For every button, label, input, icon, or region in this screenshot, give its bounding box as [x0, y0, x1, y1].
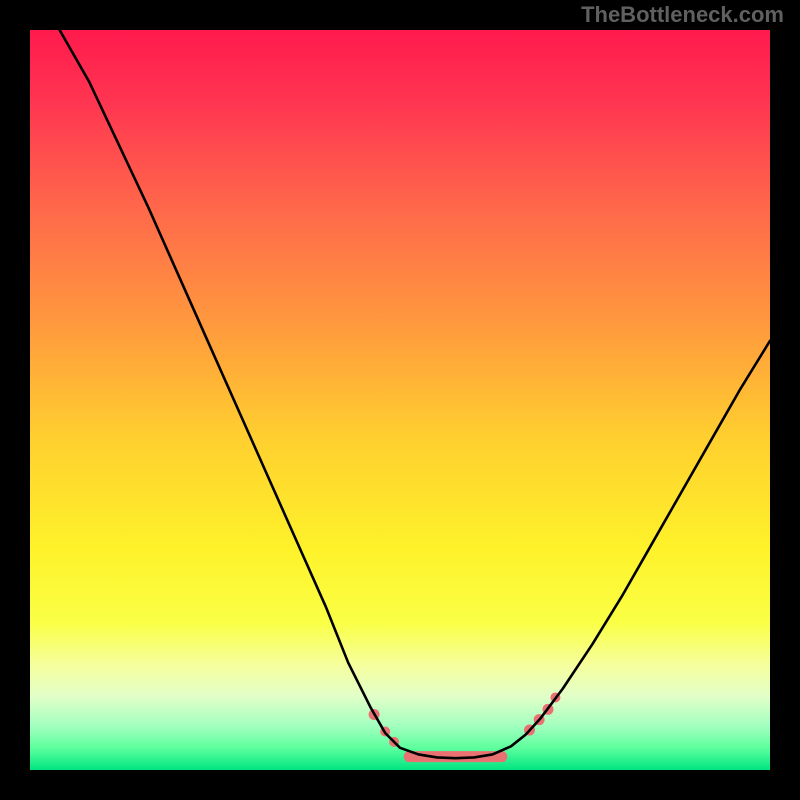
watermark-text: TheBottleneck.com	[581, 2, 784, 28]
plot-area	[30, 30, 770, 770]
chart-frame: TheBottleneck.com	[0, 0, 800, 800]
